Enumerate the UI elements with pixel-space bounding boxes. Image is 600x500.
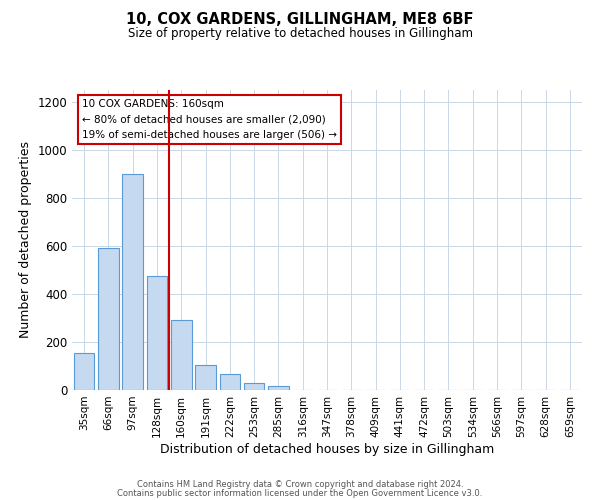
- Text: 10, COX GARDENS, GILLINGHAM, ME8 6BF: 10, COX GARDENS, GILLINGHAM, ME8 6BF: [126, 12, 474, 28]
- Bar: [146, 276, 167, 390]
- Y-axis label: Number of detached properties: Number of detached properties: [19, 142, 32, 338]
- Text: 10 COX GARDENS: 160sqm
← 80% of detached houses are smaller (2,090)
19% of semi-: 10 COX GARDENS: 160sqm ← 80% of detached…: [82, 99, 337, 140]
- Text: Size of property relative to detached houses in Gillingham: Size of property relative to detached ho…: [128, 28, 473, 40]
- Bar: [195, 365, 216, 390]
- Text: Contains HM Land Registry data © Crown copyright and database right 2024.: Contains HM Land Registry data © Crown c…: [137, 480, 463, 489]
- Bar: [244, 384, 265, 390]
- Bar: [98, 248, 119, 390]
- Bar: [74, 353, 94, 390]
- Text: Contains public sector information licensed under the Open Government Licence v3: Contains public sector information licen…: [118, 488, 482, 498]
- Bar: [268, 386, 289, 390]
- Bar: [220, 374, 240, 390]
- Bar: [122, 174, 143, 390]
- Bar: [171, 320, 191, 390]
- X-axis label: Distribution of detached houses by size in Gillingham: Distribution of detached houses by size …: [160, 442, 494, 456]
